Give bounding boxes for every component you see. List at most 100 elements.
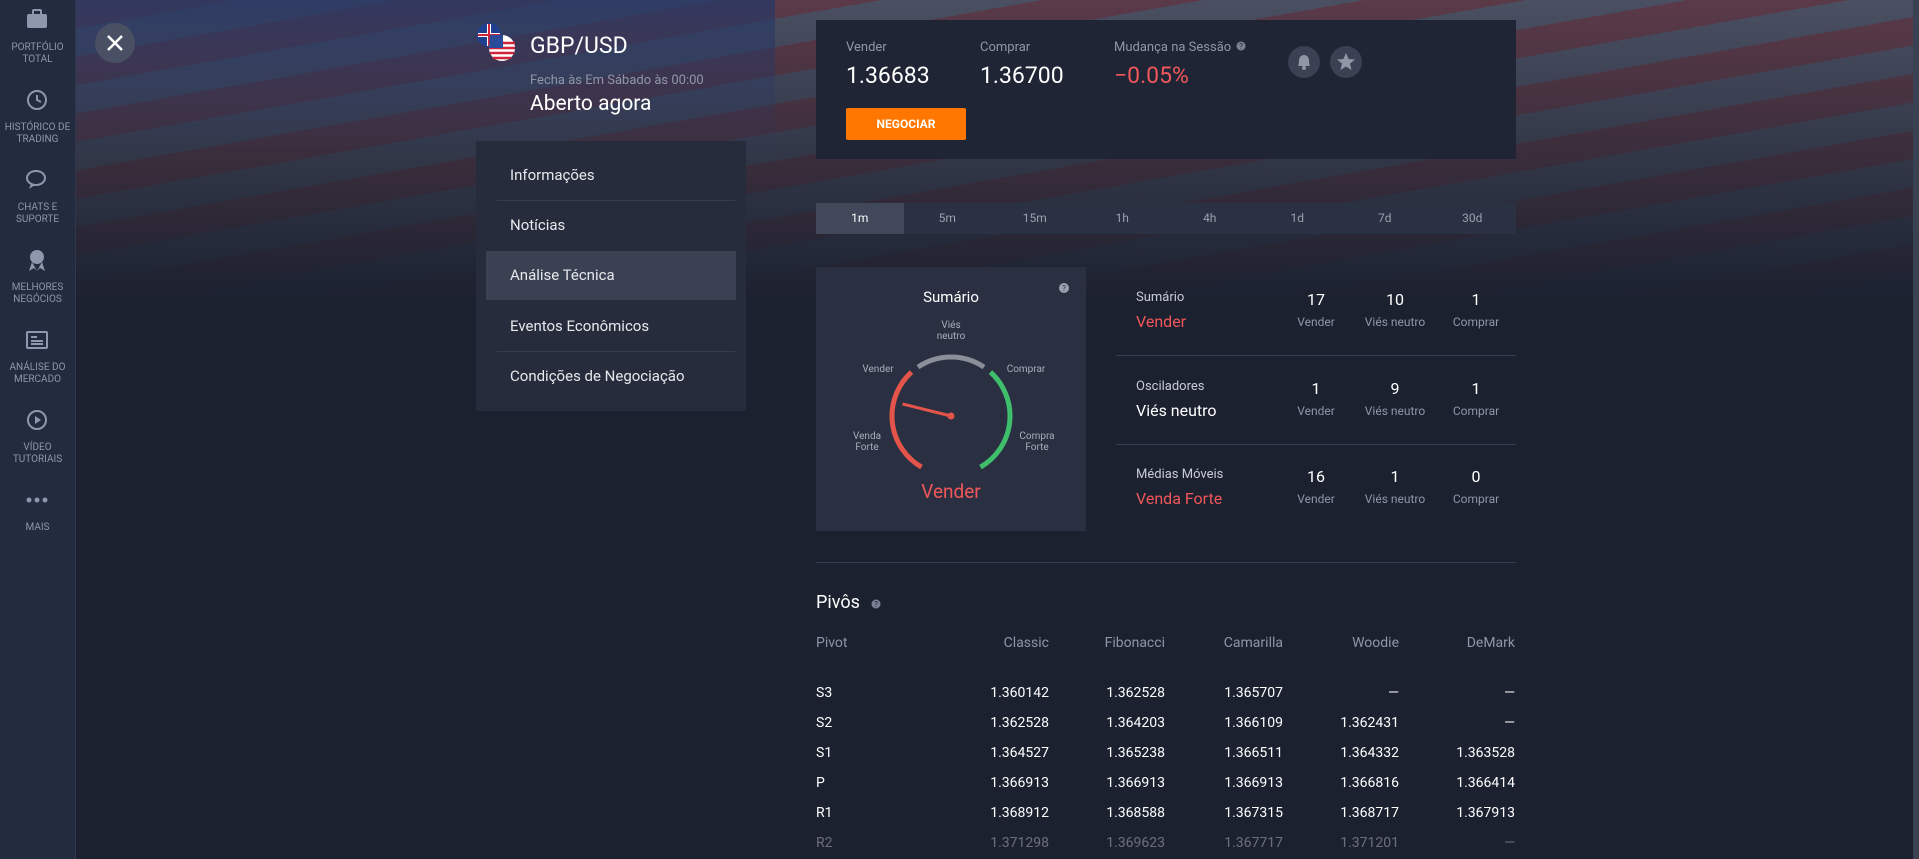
pivot-cell: 1.367717	[1224, 835, 1283, 851]
close-button[interactable]	[95, 23, 135, 63]
pivot-cell: 1.366913	[990, 775, 1049, 791]
timeframe[interactable]: 1d	[1290, 211, 1304, 225]
summary-count: 10 Viés neutro	[1350, 290, 1440, 329]
summary-count: 1 Comprar	[1431, 379, 1521, 418]
gauge-label: Viés neutro	[936, 320, 966, 342]
summary-name: Sumário	[1136, 290, 1185, 305]
sell-label: Vender	[846, 40, 887, 55]
trade-button[interactable]: NEGOCIAR	[846, 108, 966, 140]
sidebar-item[interactable]: ANÁLISE DO MERCADO	[9, 362, 66, 385]
sidebar: PORTFÓLIO TOTAL HISTÓRICO DE TRADING CHATS…	[0, 0, 76, 859]
sidebar-item[interactable]: VÍDEO TUTORIAIS	[12, 442, 63, 465]
gauge-result: Vender	[921, 480, 981, 503]
pivot-cell: R1	[816, 805, 833, 821]
pivot-cell: 1.369623	[1106, 835, 1165, 851]
svg-text:?: ?	[874, 600, 878, 609]
count-value: 16	[1307, 467, 1325, 486]
menu-active	[486, 251, 736, 300]
count-value: 10	[1386, 290, 1404, 309]
count-value: 1	[1390, 467, 1400, 486]
pivot-cell: 1.366816	[1340, 775, 1399, 791]
sidebar-icon[interactable]	[24, 88, 50, 114]
pivot-cell: 1.366414	[1456, 775, 1515, 791]
gauge-label: Compra Forte	[1019, 431, 1055, 453]
pivot-header: Pivot	[816, 635, 848, 651]
pivot-cell: R2	[816, 835, 833, 851]
sidebar-item[interactable]: CHATS E SUPORTE	[15, 202, 60, 225]
menu-item[interactable]: Eventos Econômicos	[510, 316, 650, 335]
divider	[816, 562, 1516, 563]
sidebar-icon[interactable]	[24, 328, 50, 354]
sidebar-item[interactable]: MAIS	[25, 522, 50, 533]
gauge-strong-sell-label: Venda Forte	[837, 431, 897, 453]
count-label: Comprar	[1452, 315, 1500, 329]
summary-verdict: Viés neutro	[1136, 400, 1217, 420]
pivot-cell: 1.366913	[1224, 775, 1283, 791]
timeframe[interactable]: 1h	[1115, 211, 1129, 225]
timeframe[interactable]: 1m	[816, 203, 904, 234]
separator	[1116, 355, 1516, 356]
buy-label: Comprar	[980, 40, 1031, 55]
pivot-cell: 1.367315	[1224, 805, 1283, 821]
flag-background	[75, 0, 775, 160]
menu-item[interactable]: Informações	[510, 166, 595, 184]
sidebar-icon[interactable]	[24, 168, 50, 194]
timeframe[interactable]: 7d	[1377, 211, 1392, 225]
timeframe[interactable]: 30d	[1462, 211, 1483, 225]
pivot-cell: 1.360142	[990, 685, 1049, 701]
svg-text:?: ?	[1239, 42, 1243, 51]
sidebar-item[interactable]: HISTÓRICO DE TRADING	[4, 122, 71, 145]
pivot-cell: S1	[816, 745, 833, 761]
pivot-cell: 1.364203	[1106, 715, 1165, 731]
pivots-title: Pivôs	[816, 592, 860, 613]
pivot-cell: 1.365707	[1224, 685, 1283, 701]
count-value: 1	[1471, 378, 1481, 398]
pivot-cell: 1.364527	[990, 745, 1049, 761]
quote-actions[interactable]	[1287, 45, 1363, 79]
sidebar-icon[interactable]	[24, 408, 50, 434]
sidebar-item[interactable]: PORTFÓLIO TOTAL	[11, 42, 64, 65]
pivot-header: Camarilla	[1223, 635, 1283, 651]
pivot-cell: —	[1504, 715, 1515, 731]
count-value: 17	[1307, 290, 1325, 309]
pivot-header: Woodie	[1352, 635, 1399, 651]
gauge-panel	[816, 267, 1086, 531]
gauge-strong-buy-label: Compra Forte	[1007, 431, 1067, 453]
count-label: Comprar	[1452, 492, 1500, 506]
pivot-cell: —	[1388, 685, 1399, 701]
currency-flags	[477, 23, 515, 61]
scrollbar[interactable]	[1913, 0, 1919, 859]
sidebar-icon[interactable]	[24, 488, 50, 514]
menu-item[interactable]: Análise Técnica	[510, 266, 615, 285]
menu-item[interactable]: Condições de Negociação	[510, 366, 685, 385]
summary-count: 1 Viés neutro	[1350, 467, 1440, 506]
help-icon[interactable]: ?	[871, 599, 881, 609]
summary-name: Osciladores	[1136, 378, 1205, 394]
summary-count: 1 Comprar	[1431, 290, 1521, 329]
count-value: 0	[1471, 467, 1481, 486]
timeframe[interactable]: 5m	[938, 211, 956, 225]
sidebar-icon[interactable]	[24, 8, 50, 34]
sidebar-icon[interactable]	[24, 248, 50, 274]
timeframe[interactable]: 15m	[1022, 211, 1047, 225]
summary-verdict: Venda Forte	[1136, 489, 1223, 508]
pivot-cell: 1.365238	[1106, 745, 1165, 761]
pivot-cell: 1.366511	[1224, 745, 1283, 761]
help-icon[interactable]: ?	[1236, 41, 1246, 51]
pivot-header: DeMark	[1466, 635, 1515, 651]
summary-count: 17 Vender	[1271, 290, 1361, 329]
sell-price: 1.36683	[846, 62, 930, 89]
pivot-cell: 1.367913	[1456, 805, 1515, 821]
pivot-cell: S3	[816, 685, 833, 701]
separator	[497, 200, 735, 201]
schedule: Fecha às Em Sábado às 00:00	[530, 73, 704, 88]
buy-price: 1.36700	[980, 62, 1064, 89]
pivot-cell: 1.363528	[1456, 745, 1515, 761]
pivot-cell: 1.366913	[1106, 775, 1165, 791]
help-icon[interactable]: ?	[1058, 282, 1070, 294]
sidebar-item[interactable]: MELHORES NEGÓCIOS	[11, 282, 64, 305]
timeframe-bar	[816, 203, 1516, 234]
pivot-cell: 1.371298	[990, 835, 1049, 851]
menu-item[interactable]: Notícias	[510, 216, 566, 235]
timeframe[interactable]: 4h	[1203, 211, 1217, 225]
